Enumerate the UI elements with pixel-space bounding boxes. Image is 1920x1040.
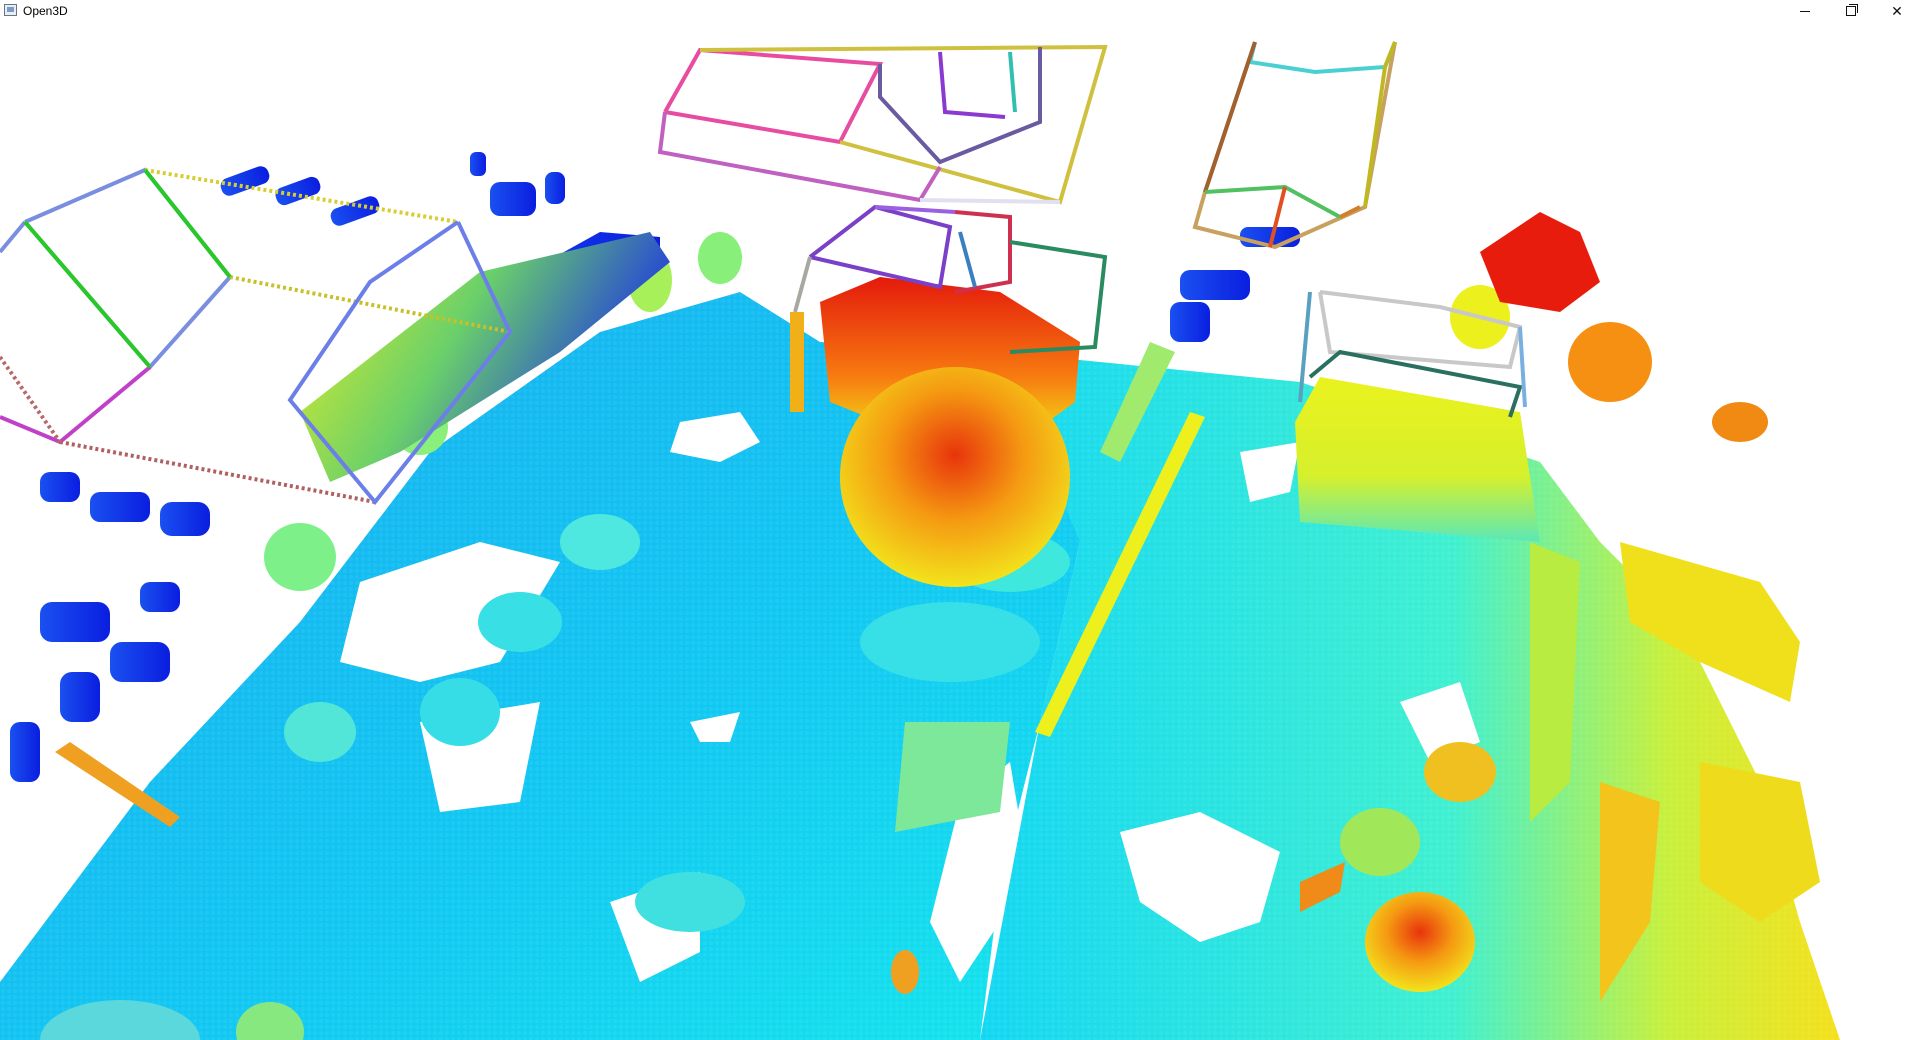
tree-points-red <box>1480 212 1768 442</box>
restore-button[interactable] <box>1828 0 1874 22</box>
bbox-building-right-top <box>1192 41 1397 250</box>
minimize-icon <box>1800 10 1810 12</box>
open3d-app-icon <box>4 4 17 16</box>
building-points-red <box>790 277 1080 587</box>
3d-viewport[interactable] <box>0 22 1920 1040</box>
restore-icon <box>1846 4 1858 16</box>
close-icon: ✕ <box>1891 2 1903 19</box>
bbox-house <box>793 204 1108 354</box>
title-bar[interactable]: Open3D ✕ <box>0 0 1920 22</box>
building-points-yellow <box>1295 377 1820 1002</box>
minimize-button[interactable] <box>1782 0 1828 22</box>
vehicle-points-bus <box>300 232 670 482</box>
window-title: Open3D <box>23 4 68 18</box>
close-button[interactable]: ✕ <box>1874 0 1920 22</box>
bounding-boxes <box>0 41 1527 506</box>
bbox-bus <box>0 167 513 506</box>
point-cloud-canvas[interactable] <box>0 22 1920 1040</box>
bbox-building-right <box>1298 290 1527 418</box>
pole-points <box>55 342 1345 994</box>
bbox-building-top <box>657 44 1108 205</box>
